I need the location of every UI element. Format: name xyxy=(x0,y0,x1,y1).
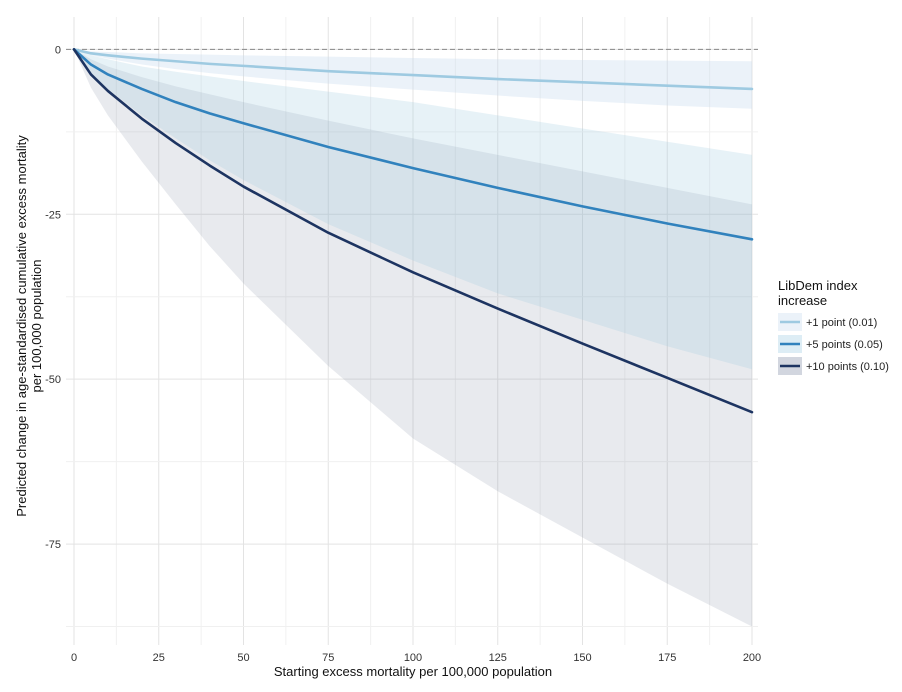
confidence-band xyxy=(74,49,752,370)
x-tick-label: 175 xyxy=(658,652,676,664)
y-tick-label: -25 xyxy=(45,209,61,221)
x-axis-title: Starting excess mortality per 100,000 po… xyxy=(274,664,552,679)
x-tick-label: 75 xyxy=(322,652,334,664)
x-tick-label: 0 xyxy=(71,652,77,664)
x-tick-label: 200 xyxy=(743,652,761,664)
legend-label: +10 points (0.10) xyxy=(806,361,889,373)
x-tick-label: 50 xyxy=(237,652,249,664)
y-axis-title-line-1: Predicted change in age-standardised cum… xyxy=(14,135,29,517)
legend-label: +1 point (0.01) xyxy=(806,317,877,329)
x-tick-label: 125 xyxy=(489,652,507,664)
y-axis-title-line-2: per 100,000 population xyxy=(29,259,44,392)
x-tick-label: 150 xyxy=(573,652,591,664)
legend-title-line-2: increase xyxy=(778,293,827,308)
confidence-band xyxy=(74,49,752,627)
series-line xyxy=(72,48,754,91)
legend-items: +1 point (0.01) +5 points (0.05) +10 point… xyxy=(778,313,889,375)
confidence-bands xyxy=(74,49,752,627)
legend-title-line-1: LibDem index xyxy=(778,278,858,293)
series-line xyxy=(72,48,754,241)
y-tick-label: 0 xyxy=(55,44,61,56)
legend: LibDem index increase +1 point (0.01) +5 … xyxy=(778,278,889,375)
confidence-band xyxy=(74,49,752,109)
tick-labels: 0 25 50 75 100 125 150 175 200 0 -25 -50 -75 xyxy=(45,44,761,664)
y-tick-label: -75 xyxy=(45,539,61,551)
x-tick-label: 100 xyxy=(404,652,422,664)
series-lines xyxy=(72,48,754,414)
y-tick-label: -50 xyxy=(45,374,61,386)
legend-label: +5 points (0.05) xyxy=(806,339,883,351)
series-line xyxy=(72,48,754,414)
y-axis-title: Predicted change in age-standardised cum… xyxy=(14,135,44,517)
x-tick-label: 25 xyxy=(153,652,165,664)
